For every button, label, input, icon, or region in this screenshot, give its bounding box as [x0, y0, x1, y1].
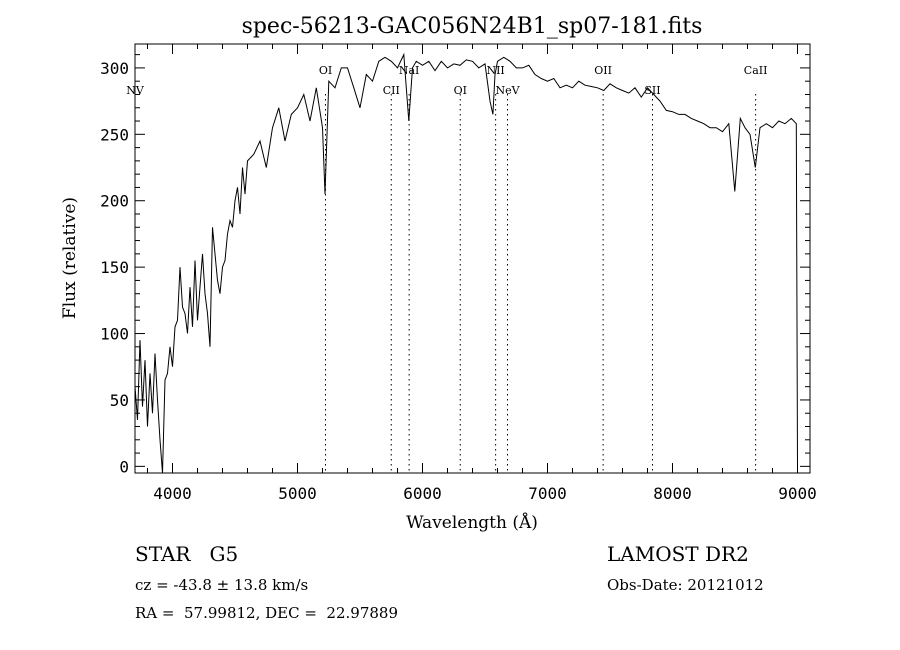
- y-tick-label: 50: [110, 391, 129, 410]
- obs-date-label: Obs-Date: 20121012: [607, 576, 764, 594]
- line-marker-label: CaII: [744, 64, 768, 77]
- spectrum-chart: spec-56213-GAC056N24B1_sp07-181.fits Flu…: [60, 14, 817, 533]
- line-marker-label: NV: [126, 84, 145, 97]
- line-marker-label: OI: [454, 84, 467, 97]
- line-marker-label: OI: [319, 64, 332, 77]
- y-tick-label: 0: [119, 457, 129, 476]
- plot-frame: [134, 43, 811, 474]
- x-tick-label: 4000: [153, 484, 192, 503]
- x-tick-label: 7000: [528, 484, 567, 503]
- x-tick-label: 6000: [403, 484, 442, 503]
- spectrum-line: [134, 52, 798, 474]
- y-tick-label: 150: [100, 258, 129, 277]
- y-tick-label: 200: [100, 192, 129, 211]
- line-marker-label: SII: [644, 84, 660, 97]
- x-axis-label: Wavelength (Å): [406, 512, 538, 533]
- coordinates-label: RA = 57.99812, DEC = 22.97889: [135, 604, 399, 622]
- y-tick-label: 250: [100, 125, 129, 144]
- object-class-label: STAR G5: [135, 542, 239, 566]
- line-marker-label: NaI: [399, 64, 420, 77]
- x-tick-label: 9000: [778, 484, 817, 503]
- redshift-label: cz = -43.8 ± 13.8 km/s: [135, 576, 309, 594]
- line-marker-label: CII: [383, 84, 400, 97]
- y-tick-label: 300: [100, 59, 129, 78]
- y-axis-label: Flux (relative): [60, 197, 80, 319]
- line-marker-label: NeV: [495, 84, 520, 97]
- survey-label: LAMOST DR2: [607, 542, 749, 566]
- chart-title: spec-56213-GAC056N24B1_sp07-181.fits: [242, 14, 703, 39]
- line-marker-label: OII: [594, 64, 612, 77]
- y-tick-label: 100: [100, 325, 129, 344]
- x-tick-label: 5000: [278, 484, 317, 503]
- x-tick-label: 8000: [653, 484, 692, 503]
